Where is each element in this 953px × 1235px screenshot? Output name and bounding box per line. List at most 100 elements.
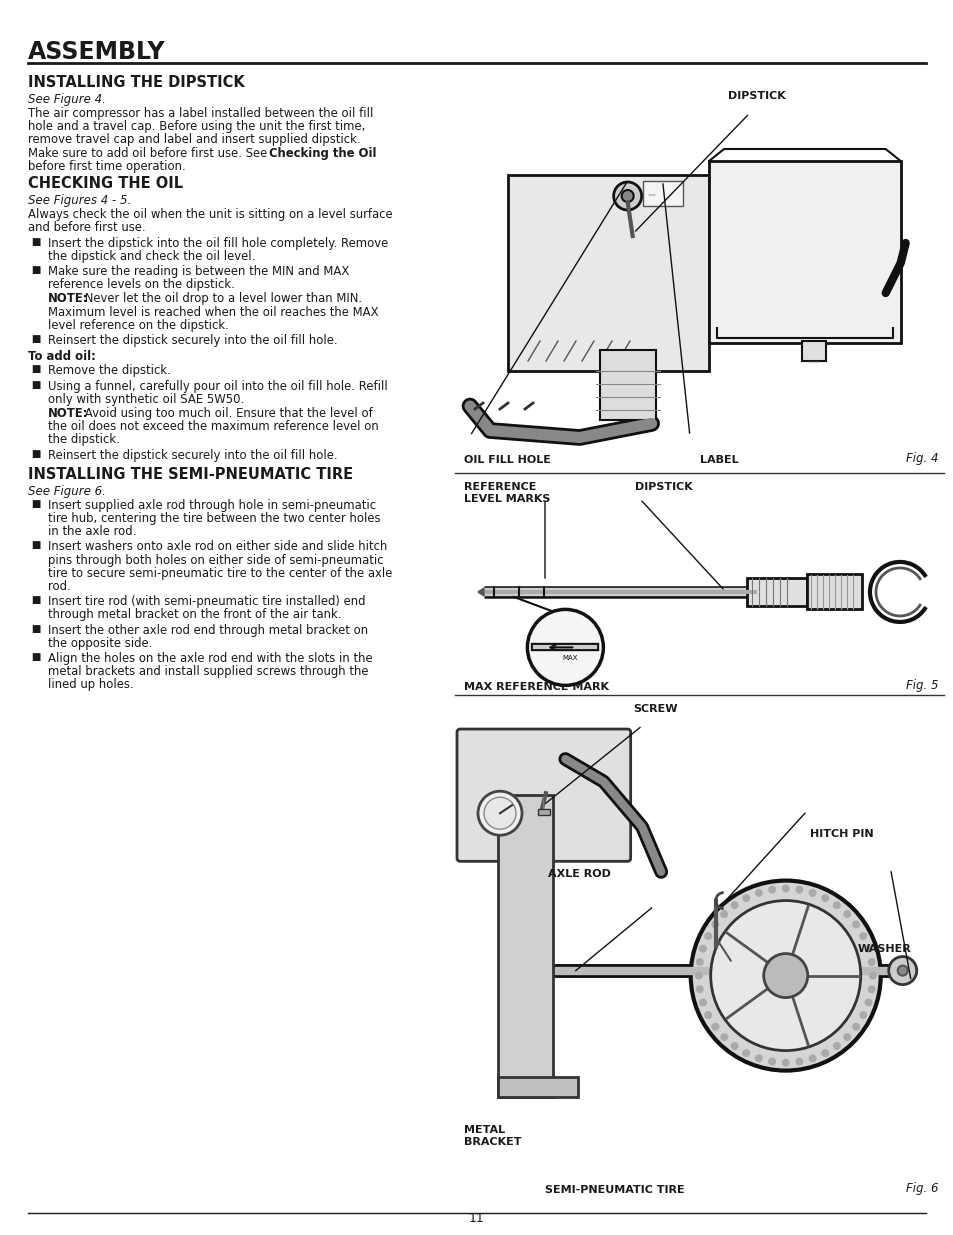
Text: ■: ■ — [30, 541, 40, 551]
Text: the dipstick.: the dipstick. — [48, 433, 120, 446]
Text: ■: ■ — [30, 364, 40, 374]
Text: Make sure the reading is between the MIN and MAX: Make sure the reading is between the MIN… — [48, 264, 349, 278]
Text: Remove the dipstick.: Remove the dipstick. — [48, 364, 171, 378]
Text: INSTALLING THE DIPSTICK: INSTALLING THE DIPSTICK — [28, 75, 245, 90]
Circle shape — [863, 945, 872, 952]
Bar — [497, 1077, 578, 1098]
Text: lined up holes.: lined up holes. — [48, 678, 133, 692]
Circle shape — [767, 1057, 776, 1066]
Text: NOTE:: NOTE: — [48, 293, 89, 305]
Circle shape — [613, 182, 641, 210]
Text: ■: ■ — [30, 379, 40, 389]
Text: tire to secure semi-pneumatic tire to the center of the axle: tire to secure semi-pneumatic tire to th… — [48, 567, 392, 579]
Text: Insert the other axle rod end through metal bracket on: Insert the other axle rod end through me… — [48, 624, 368, 636]
Text: HITCH PIN: HITCH PIN — [809, 829, 873, 839]
Text: ■: ■ — [30, 595, 40, 605]
Bar — [599, 350, 655, 420]
Text: ■: ■ — [30, 264, 40, 275]
Text: ■: ■ — [30, 333, 40, 343]
Text: SCREW: SCREW — [633, 704, 677, 714]
Text: Make sure to add oil before first use. See: Make sure to add oil before first use. S… — [28, 147, 271, 159]
Text: Checking the Oil: Checking the Oil — [269, 147, 376, 159]
Circle shape — [720, 910, 727, 918]
Text: DIPSTICK: DIPSTICK — [727, 91, 785, 101]
Text: LABEL: LABEL — [700, 454, 738, 466]
Circle shape — [781, 884, 789, 893]
Text: Avoid using too much oil. Ensure that the level of: Avoid using too much oil. Ensure that th… — [81, 406, 373, 420]
Text: ==: == — [647, 194, 657, 199]
Text: OIL FILL HOLE: OIL FILL HOLE — [463, 454, 550, 466]
Text: NOTE:: NOTE: — [48, 406, 89, 420]
Circle shape — [741, 894, 749, 902]
Circle shape — [703, 1011, 712, 1019]
Text: ■: ■ — [30, 595, 40, 605]
Text: in the axle rod.: in the axle rod. — [48, 525, 136, 538]
Text: and before first use.: and before first use. — [28, 221, 146, 235]
Bar — [507, 175, 708, 370]
Circle shape — [842, 1034, 850, 1041]
Circle shape — [781, 1058, 789, 1067]
Text: ■: ■ — [30, 264, 40, 275]
Text: See Figures 4 - 5.: See Figures 4 - 5. — [28, 194, 132, 207]
Text: BRACKET: BRACKET — [463, 1137, 521, 1147]
Circle shape — [863, 998, 872, 1007]
Circle shape — [694, 972, 702, 979]
Text: CHECKING THE OIL: CHECKING THE OIL — [28, 177, 183, 191]
Polygon shape — [477, 588, 483, 597]
Circle shape — [711, 1023, 719, 1031]
Circle shape — [795, 885, 802, 894]
Bar — [642, 182, 682, 206]
Text: SEMI-PNEUMATIC TIRE: SEMI-PNEUMATIC TIRE — [544, 1186, 684, 1195]
Text: reference levels on the dipstick.: reference levels on the dipstick. — [48, 278, 234, 291]
Circle shape — [483, 798, 516, 829]
Text: WASHER: WASHER — [857, 944, 911, 953]
Circle shape — [730, 1042, 738, 1050]
Circle shape — [699, 998, 706, 1007]
Text: ■: ■ — [30, 652, 40, 662]
Circle shape — [868, 972, 876, 979]
Text: remove travel cap and label and insert supplied dipstick.: remove travel cap and label and insert s… — [28, 133, 360, 147]
Text: ■: ■ — [30, 364, 40, 374]
Text: pins through both holes on either side of semi-pneumatic: pins through both holes on either side o… — [48, 553, 383, 567]
Text: before first time operation.: before first time operation. — [28, 159, 186, 173]
Circle shape — [477, 792, 521, 835]
Text: ■: ■ — [30, 333, 40, 343]
Circle shape — [842, 910, 850, 918]
Text: REFERENCE: REFERENCE — [463, 482, 536, 492]
Text: metal brackets and install supplied screws through the: metal brackets and install supplied scre… — [48, 666, 368, 678]
Text: ■: ■ — [30, 499, 40, 509]
Circle shape — [767, 885, 776, 894]
Text: Insert the dipstick into the oil fill hole completely. Remove: Insert the dipstick into the oil fill ho… — [48, 236, 388, 249]
Text: ■: ■ — [30, 448, 40, 458]
Text: MAX REFERENCE MARK: MAX REFERENCE MARK — [463, 682, 608, 692]
Text: Fig. 4: Fig. 4 — [905, 452, 938, 466]
Text: the opposite side.: the opposite side. — [48, 637, 152, 650]
Circle shape — [851, 1023, 860, 1031]
Text: ■: ■ — [30, 624, 40, 634]
Circle shape — [808, 889, 816, 897]
Circle shape — [527, 609, 602, 685]
Text: level reference on the dipstick.: level reference on the dipstick. — [48, 319, 229, 332]
Bar — [801, 341, 825, 361]
Text: ■: ■ — [30, 379, 40, 389]
Text: The air compressor has a label installed between the oil fill: The air compressor has a label installed… — [28, 107, 373, 120]
Circle shape — [730, 902, 738, 909]
Circle shape — [897, 966, 906, 976]
Text: tire hub, centering the tire between the two center holes: tire hub, centering the tire between the… — [48, 513, 380, 525]
Text: 11: 11 — [469, 1212, 484, 1225]
Text: only with synthetic oil SAE 5W50.: only with synthetic oil SAE 5W50. — [48, 393, 244, 406]
Circle shape — [703, 932, 712, 940]
Circle shape — [711, 920, 719, 929]
Text: hole and a travel cap. Before using the unit the first time,: hole and a travel cap. Before using the … — [28, 120, 365, 133]
Bar — [537, 809, 549, 815]
Text: Reinsert the dipstick securely into the oil fill hole.: Reinsert the dipstick securely into the … — [48, 333, 337, 347]
Circle shape — [690, 881, 880, 1071]
Circle shape — [832, 1042, 840, 1050]
Text: Always check the oil when the unit is sitting on a level surface: Always check the oil when the unit is si… — [28, 209, 393, 221]
Text: the dipstick and check the oil level.: the dipstick and check the oil level. — [48, 249, 255, 263]
Circle shape — [695, 958, 703, 966]
Text: Fig. 5: Fig. 5 — [905, 679, 938, 692]
Circle shape — [621, 190, 633, 203]
Circle shape — [763, 953, 807, 998]
Text: Reinsert the dipstick securely into the oil fill hole.: Reinsert the dipstick securely into the … — [48, 448, 337, 462]
